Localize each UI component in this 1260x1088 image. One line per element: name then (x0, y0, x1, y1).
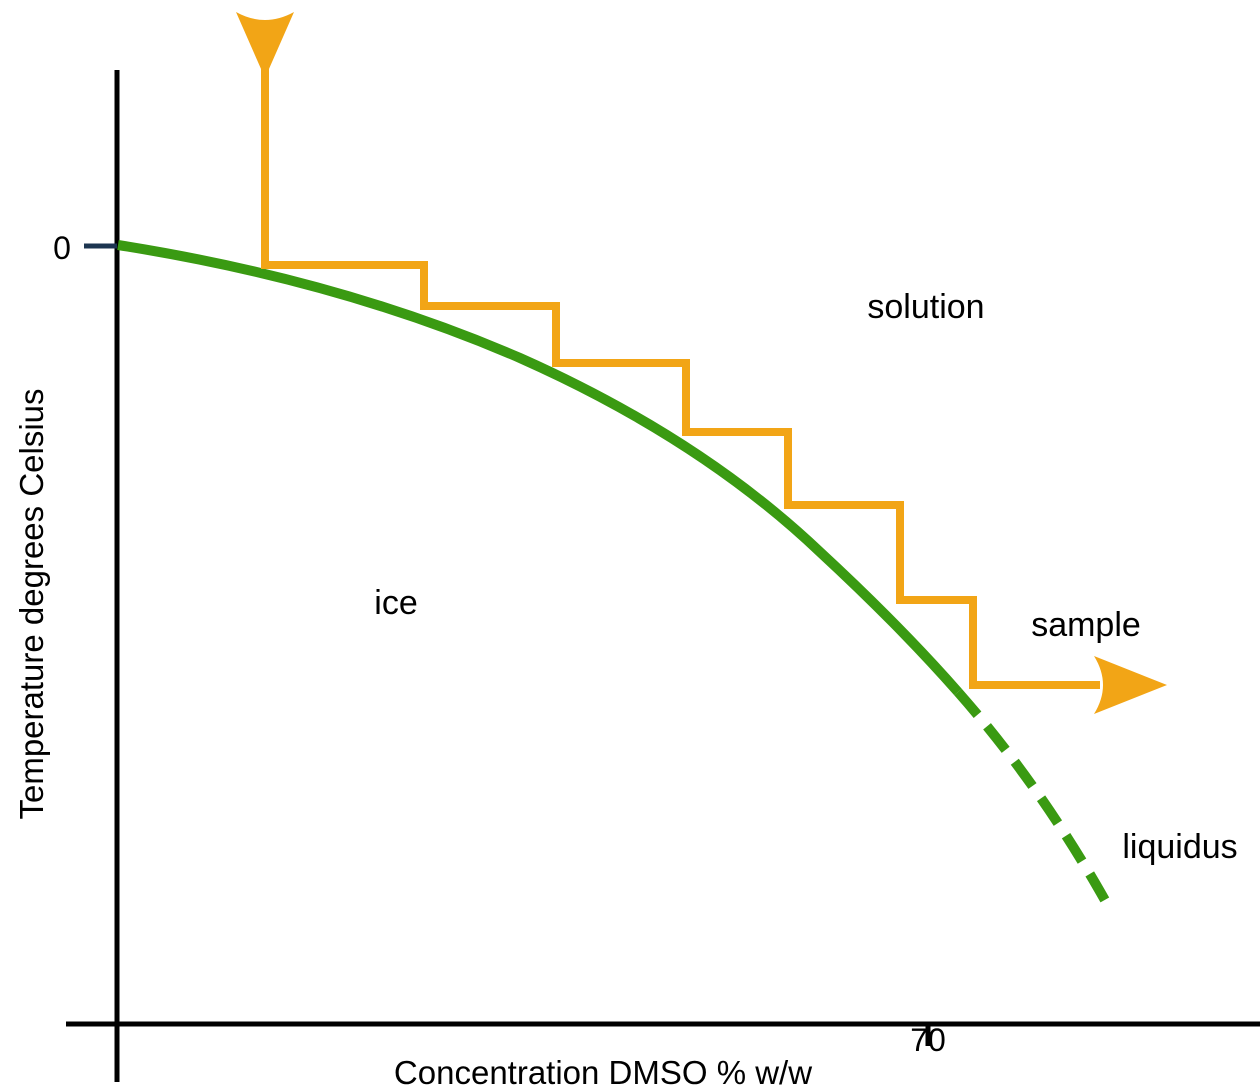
region-label-solution: solution (867, 288, 984, 326)
region-label-ice: ice (374, 584, 417, 622)
liquidus-label: liquidus (1122, 828, 1237, 866)
x-axis-title: Concentration DMSO % w/w (394, 1054, 812, 1088)
y-axis-title: Temperature degrees Celsius (13, 388, 50, 819)
liquidus-dashed-extension (954, 688, 1111, 905)
sample-entry-arrowhead (236, 12, 294, 78)
sample-exit-arrowhead (1094, 656, 1167, 714)
liquidus-curve (117, 240, 962, 696)
sample-path-label: sample (1031, 606, 1141, 644)
sample-path (261, 50, 1100, 689)
y-tick-zero-label: 0 (53, 230, 71, 266)
x-tick-70-label: 70 (910, 1022, 946, 1058)
